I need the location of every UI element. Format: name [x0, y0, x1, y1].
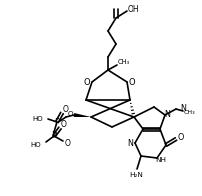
Text: N: N	[164, 110, 170, 119]
Text: O: O	[84, 77, 90, 86]
Text: N: N	[127, 139, 133, 148]
Text: N: N	[180, 103, 186, 113]
Text: H₂N: H₂N	[129, 172, 143, 178]
Text: NH: NH	[156, 157, 166, 163]
Text: O: O	[129, 77, 135, 86]
Text: O: O	[61, 120, 67, 129]
Text: O: O	[178, 132, 184, 142]
Text: P: P	[52, 132, 57, 141]
Text: CH₃: CH₃	[118, 59, 130, 65]
Text: HO: HO	[30, 142, 41, 148]
Text: O: O	[67, 111, 73, 117]
Text: CH₃: CH₃	[183, 110, 195, 114]
Text: HO: HO	[32, 116, 43, 122]
Text: OH: OH	[127, 5, 139, 14]
Text: O: O	[65, 139, 71, 148]
Text: P: P	[54, 117, 60, 126]
Text: O: O	[63, 104, 69, 113]
Polygon shape	[74, 113, 91, 117]
